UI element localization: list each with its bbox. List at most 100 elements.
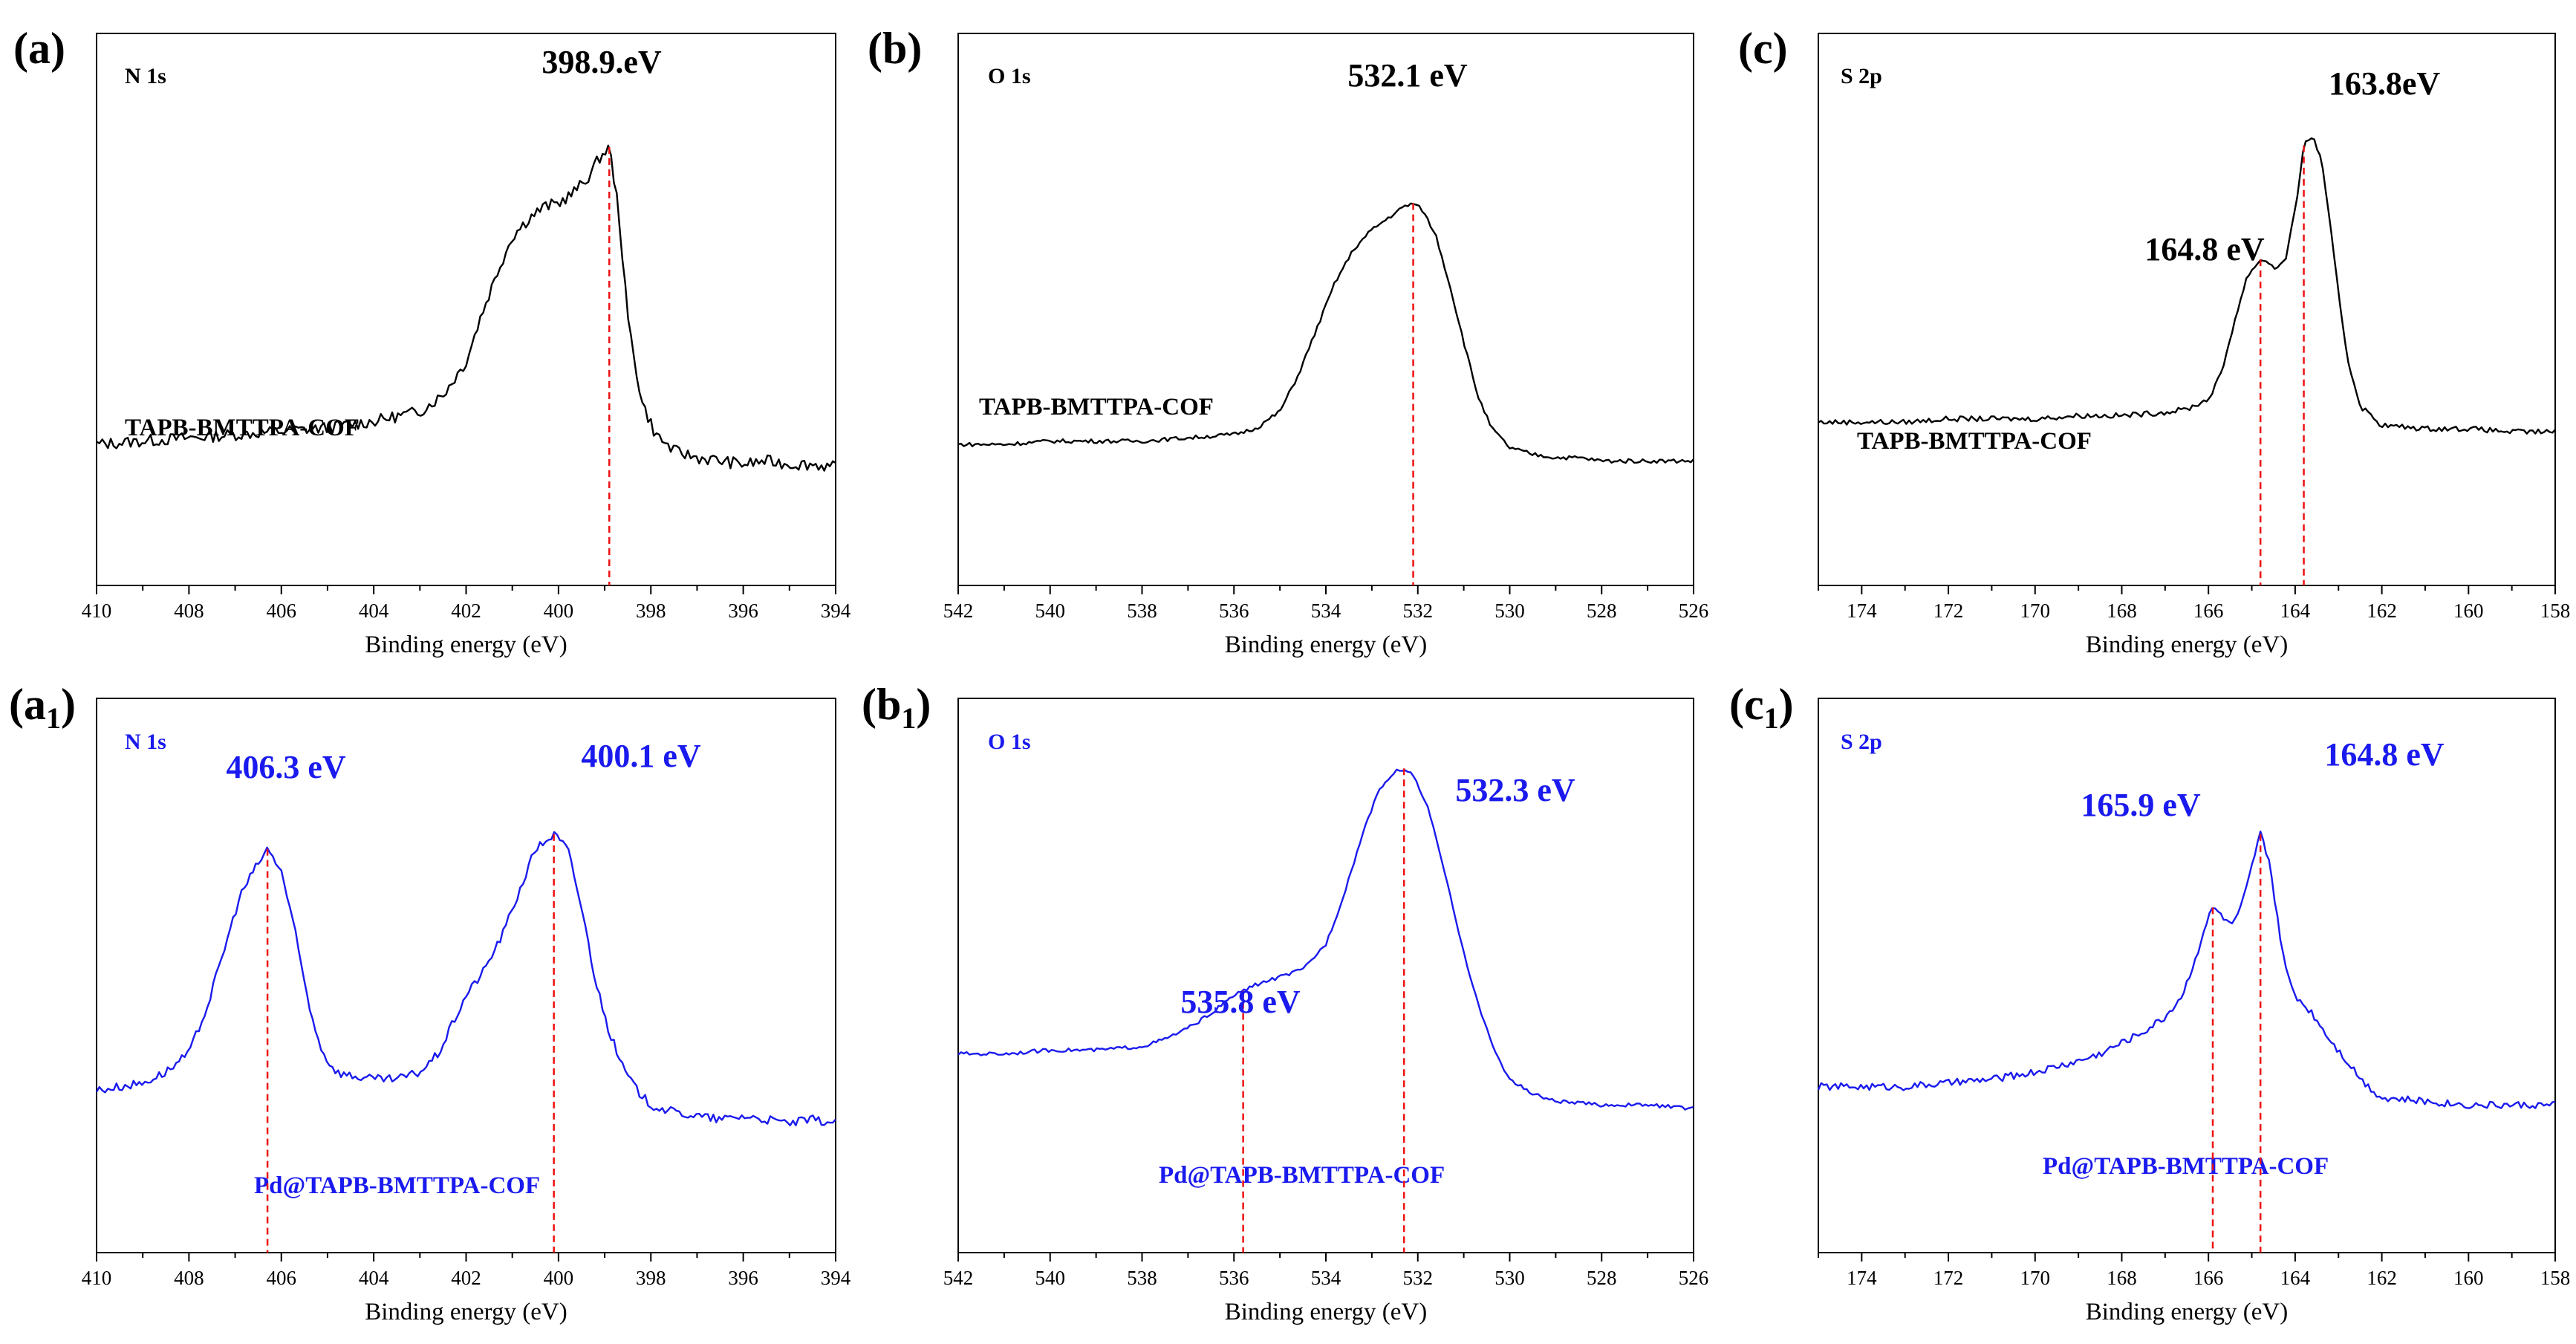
element-tag: O 1s [988,64,1031,88]
x-tick-label: 404 [359,600,389,622]
panel-letter: (b) [868,24,922,73]
x-tick-label: 158 [2540,600,2571,622]
peak-label: 398.9.eV [541,44,662,80]
peak-label: 163.8eV [2329,65,2441,102]
panel-c: 174 172 170 168 166 164 162 160 158 Binding energ… [1738,24,2570,658]
x-axis-label: Binding energy (eV) [365,1299,567,1325]
x-tick-label: 402 [451,600,481,622]
x-tick-label: 166 [2193,600,2224,622]
x-tick-label: 398 [636,600,666,622]
x-tick-label: 162 [2367,600,2397,622]
x-tick-label: 542 [943,1267,974,1289]
element-tag: N 1s [125,64,166,88]
plot-frame [1818,33,2556,586]
spectrum-line [96,144,836,472]
x-tick-label: 404 [359,1267,389,1289]
panel-letter: (a1) [9,680,76,735]
panel-b1: 542 540 538 536 534 532 530 528 526 Binding energ… [862,680,1708,1325]
x-tick-label: 394 [821,1267,851,1289]
spectrum-line [957,768,1694,1111]
x-tick-label: 168 [2107,600,2137,622]
sample-label: Pd@TAPB-BMTTPA-COF [1159,1162,1445,1189]
x-axis-label: Binding energy (eV) [365,632,567,658]
peak-label: 165.9 eV [2081,787,2201,823]
peak-label: 406.3 eV [226,749,346,785]
sample-label: Pd@TAPB-BMTTPA-COF [254,1172,540,1199]
element-tag: S 2p [1841,64,1882,88]
x-tick-label: 164 [2280,600,2311,622]
x-tick-label: 540 [1035,600,1066,622]
x-tick-label: 406 [267,600,297,622]
x-tick-label: 542 [943,600,974,622]
x-tick-label: 166 [2193,1267,2224,1289]
x-tick-label: 170 [2020,600,2051,622]
plot-frame [957,33,1694,586]
x-tick-label: 396 [728,1267,758,1289]
x-tick-label: 162 [2367,1267,2397,1289]
sample-label: TAPB-BMTTPA-COF [979,394,1214,421]
x-tick-label: 164 [2280,1267,2311,1289]
x-tick-label: 530 [1494,1267,1525,1289]
element-tag: O 1s [988,730,1031,754]
x-tick-label: 394 [821,600,851,622]
panel-letter: (c1) [1729,680,1794,735]
panel-a: 410 408 406 404 402 400 398 396 394 Binding energ… [13,24,851,658]
spectrum-line [95,831,836,1126]
peak-label: 532.3 eV [1455,772,1575,808]
peak-label: 164.8 eV [2324,736,2445,773]
x-tick-label: 530 [1494,600,1525,622]
x-tick-label: 406 [267,1267,297,1289]
x-tick-label: 534 [1311,600,1341,622]
plot-frame [96,698,836,1253]
peak-label: 400.1 eV [581,738,701,774]
x-tick-label: 160 [2453,600,2484,622]
x-tick-label: 534 [1311,1267,1341,1289]
plot-frame [96,33,836,586]
x-tick-label: 402 [451,1267,481,1289]
x-tick-label: 174 [1847,600,1877,622]
sample-label: Pd@TAPB-BMTTPA-COF [2043,1153,2329,1180]
x-tick-label: 170 [2020,1267,2051,1289]
panel-c1: 174 172 170 168 166 164 162 160 158 Binding energ… [1729,680,2570,1325]
x-tick-label: 396 [728,600,758,622]
x-tick-label: 526 [1679,1267,1709,1289]
panel-letter: (b1) [862,680,931,735]
peak-label: 532.1 eV [1347,57,1468,94]
x-tick-label: 526 [1679,600,1709,622]
peak-label: 164.8 eV [2144,231,2265,267]
x-axis-label: Binding energy (eV) [1225,632,1428,658]
spectrum-line [1817,830,2556,1109]
spectrum-line [957,202,1694,464]
x-tick-label: 410 [82,1267,112,1289]
x-tick-label: 172 [1933,600,1964,622]
x-tick-label: 168 [2107,1267,2137,1289]
element-tag: S 2p [1841,730,1882,754]
x-tick-label: 532 [1403,1267,1434,1289]
x-tick-label: 410 [82,600,112,622]
panel-letter: (c) [1738,24,1788,73]
x-tick-label: 538 [1127,1267,1157,1289]
x-tick-label: 528 [1587,600,1617,622]
x-tick-label: 172 [1933,1267,1964,1289]
x-tick-label: 532 [1403,600,1434,622]
x-tick-label: 408 [174,1267,204,1289]
plot-frame [1818,698,2556,1253]
x-tick-label: 536 [1219,1267,1249,1289]
x-tick-label: 408 [174,600,204,622]
x-tick-label: 528 [1587,1267,1617,1289]
x-axis-label: Binding energy (eV) [2086,632,2289,658]
x-axis-label: Binding energy (eV) [2086,1299,2289,1325]
x-tick-label: 536 [1219,600,1249,622]
x-tick-label: 400 [544,600,574,622]
x-tick-label: 400 [544,1267,574,1289]
panel-a1: 410 408 406 404 402 400 398 396 394 Binding energ… [9,680,851,1325]
x-tick-label: 158 [2540,1267,2571,1289]
peak-label: 535.8 eV [1180,984,1301,1020]
x-tick-label: 398 [636,1267,666,1289]
x-tick-label: 538 [1127,600,1157,622]
sample-label: TAPB-BMTTPA-COF [1857,428,2092,455]
x-axis-label: Binding energy (eV) [1225,1299,1428,1325]
x-tick-label: 160 [2453,1267,2484,1289]
panel-b: 542 540 538 536 534 532 530 528 526 Binding energ… [868,24,1708,658]
